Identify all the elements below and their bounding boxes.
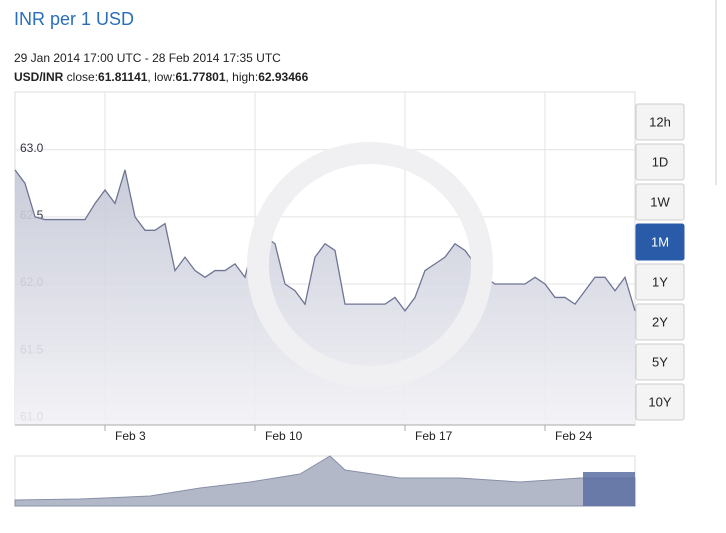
stats: USD/INR close:61.81141, low:61.77801, hi… (14, 70, 309, 84)
x-tick-label: Feb 10 (265, 429, 303, 443)
range-button[interactable] (635, 383, 685, 421)
range-button[interactable] (635, 143, 685, 181)
range-button-label[interactable]: 10Y (648, 394, 671, 409)
range-button-label[interactable]: 1W (650, 194, 670, 209)
stat-label: , high: (226, 70, 259, 84)
stat-value: 62.93466 (258, 70, 308, 84)
range-button[interactable] (635, 303, 685, 341)
navigator-window[interactable] (583, 472, 635, 506)
range-button-label[interactable]: 1D (652, 154, 669, 169)
y-tick-label: 63.0 (20, 141, 44, 155)
x-tick-label: Feb 24 (555, 429, 593, 443)
stat-value: 61.81141 (98, 70, 148, 84)
chart-title: INR per 1 USD (14, 9, 134, 29)
range-button-label[interactable]: 2Y (652, 314, 668, 329)
stat-label: close: (63, 70, 98, 84)
stat-value: 61.77801 (175, 70, 225, 84)
range-button-label[interactable]: 1M (651, 234, 669, 249)
area-fill (15, 169, 635, 425)
range-button[interactable] (635, 223, 685, 261)
range-button-label[interactable]: 12h (649, 114, 671, 129)
subtitle: 29 Jan 2014 17:00 UTC - 28 Feb 2014 17:3… (14, 51, 281, 65)
range-button[interactable] (635, 343, 685, 381)
x-tick-label: Feb 17 (415, 429, 453, 443)
pair: USD/INR (14, 70, 64, 84)
range-button[interactable] (635, 263, 685, 301)
range-button-label[interactable]: 1Y (652, 274, 668, 289)
watermark (247, 142, 493, 388)
x-tick-label: Feb 3 (115, 429, 146, 443)
line (14, 169, 636, 312)
range-button-label[interactable]: 5Y (652, 354, 668, 369)
range-button[interactable] (635, 103, 685, 141)
range-button[interactable] (635, 183, 685, 221)
stat-label: , low: (147, 70, 175, 84)
